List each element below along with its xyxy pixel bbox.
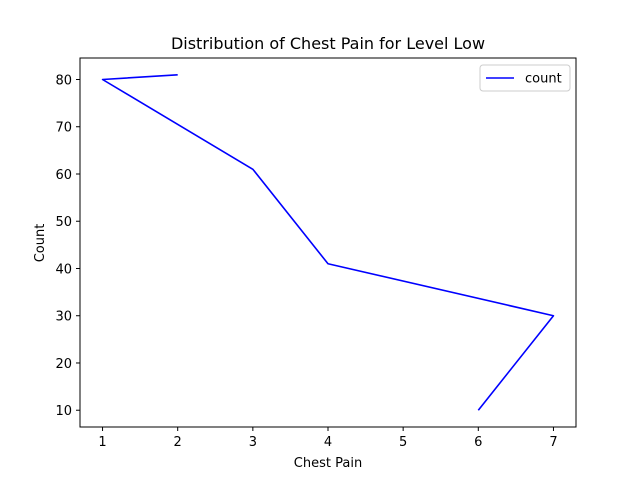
x-tick-label: 2 xyxy=(174,435,182,450)
y-tick-label: 20 xyxy=(55,357,72,372)
y-tick-label: 60 xyxy=(55,168,72,183)
x-tick-label: 7 xyxy=(549,435,557,450)
y-tick-label: 10 xyxy=(55,404,72,419)
series-line-count xyxy=(101,73,555,411)
legend: count xyxy=(479,64,571,92)
y-tick-label: 30 xyxy=(55,310,72,325)
x-tick-label: 3 xyxy=(249,435,257,450)
legend-box xyxy=(479,64,571,92)
y-axis-label: Count xyxy=(33,224,48,263)
x-tick-label: 1 xyxy=(98,435,106,450)
x-tick-label: 5 xyxy=(399,435,407,450)
x-axis-label: Chest Pain xyxy=(294,456,362,471)
series-layer xyxy=(101,73,555,411)
y-axis: 10 20 30 40 50 60 70 80 xyxy=(55,73,80,419)
x-tick-label: 6 xyxy=(474,435,482,450)
y-tick-label: 70 xyxy=(55,121,72,136)
y-tick-label: 40 xyxy=(55,262,72,277)
chart-title: Distribution of Chest Pain for Level Low xyxy=(171,34,485,53)
x-axis: 1 2 3 4 5 6 7 xyxy=(98,427,558,450)
x-tick-label: 4 xyxy=(324,435,332,450)
y-tick-label: 50 xyxy=(55,215,72,230)
legend-label: count xyxy=(525,72,562,87)
y-tick-label: 80 xyxy=(55,73,72,88)
